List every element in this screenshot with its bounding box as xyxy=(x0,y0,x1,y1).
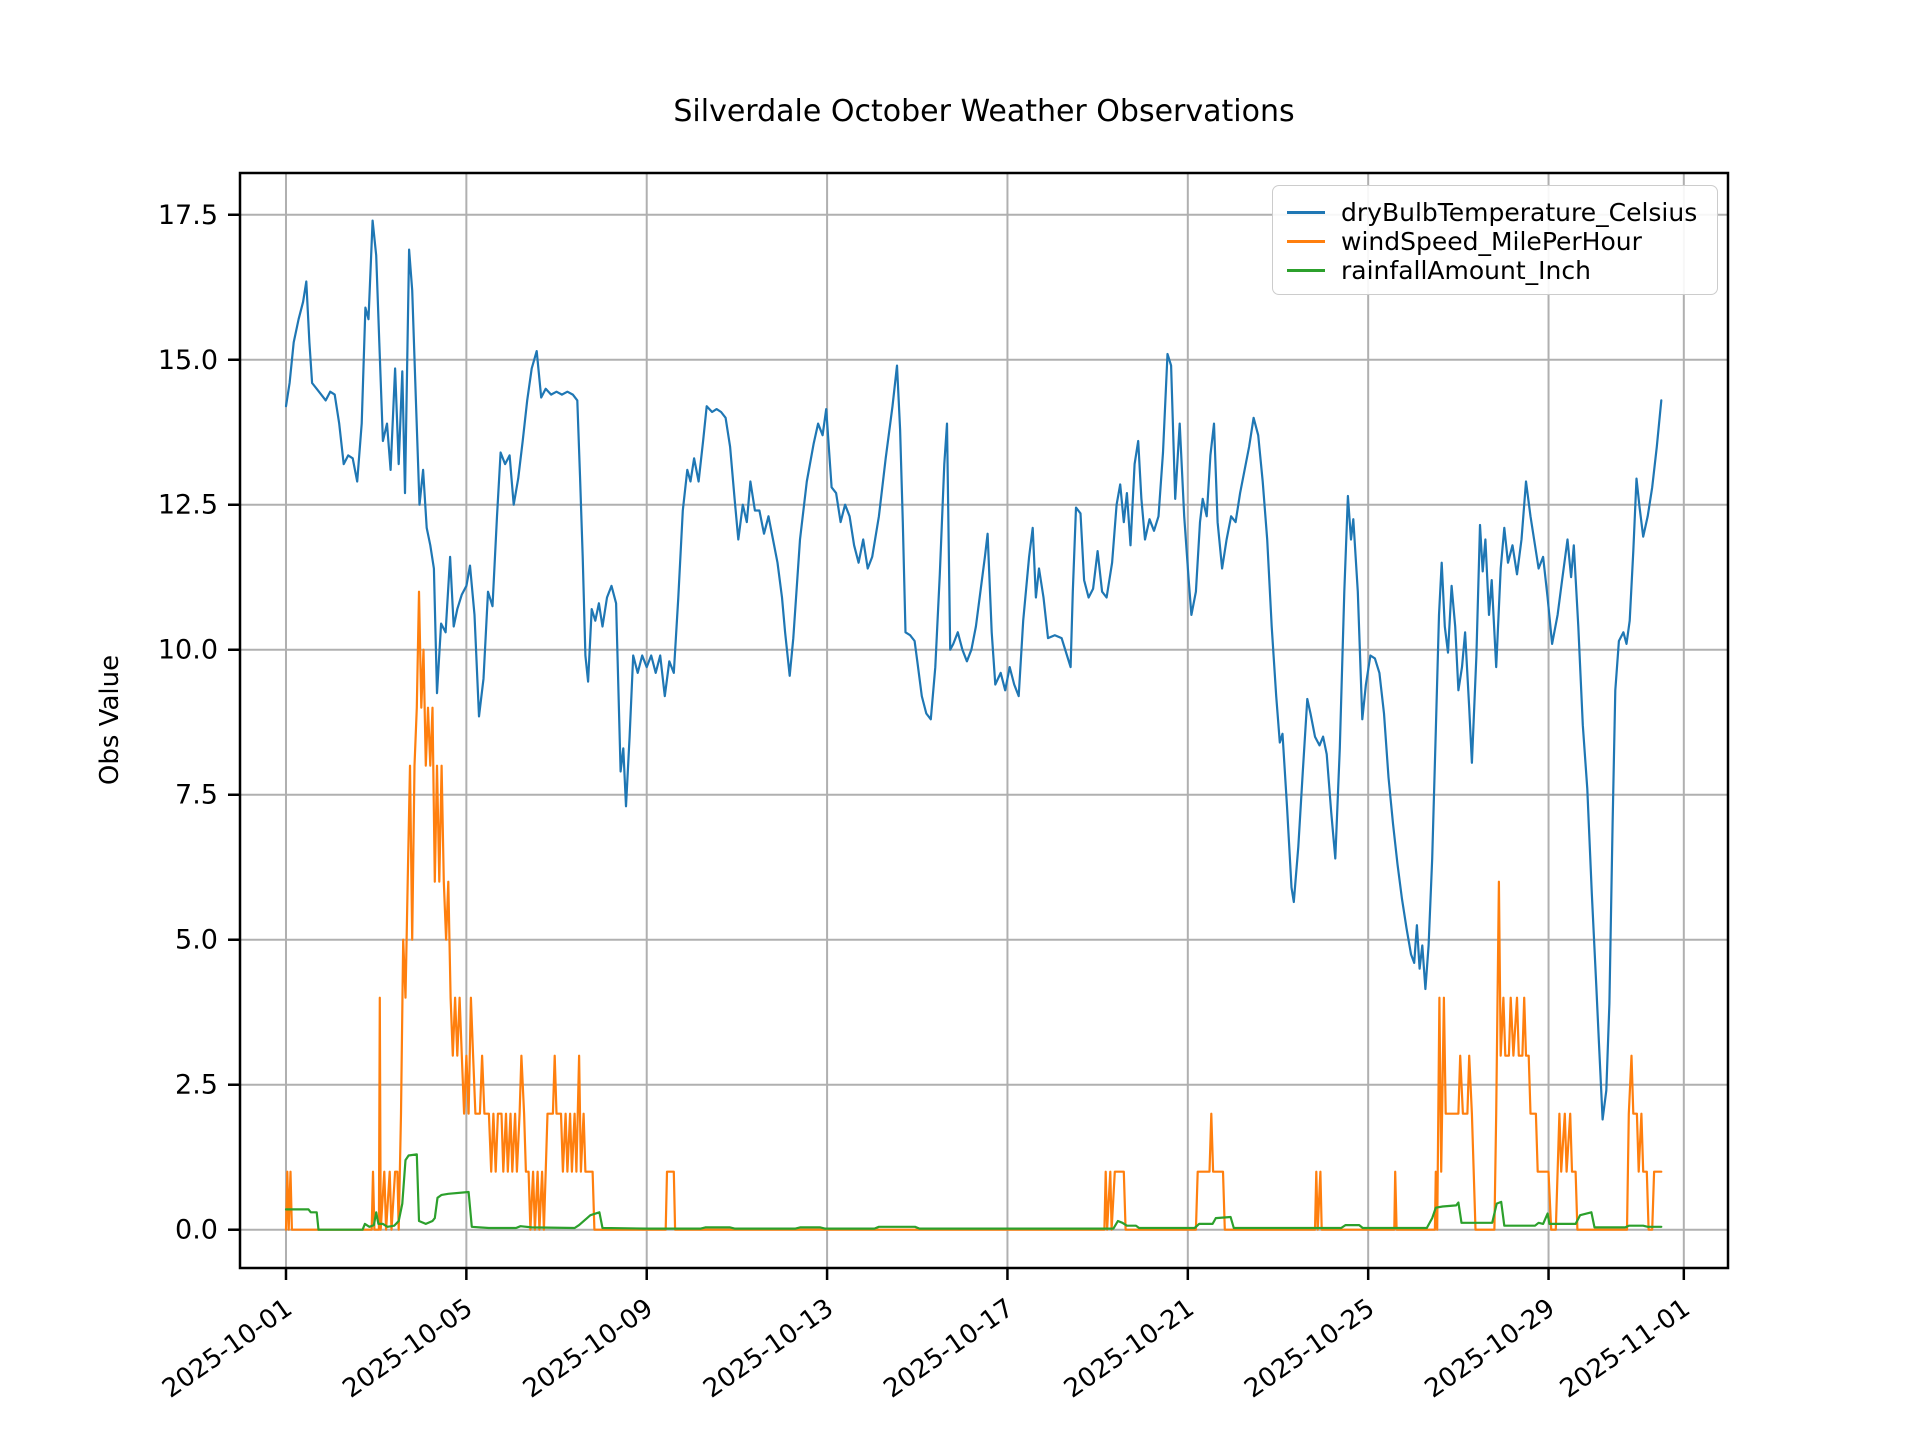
y-tick-label: 5.0 xyxy=(175,925,218,956)
temperature-line-swatch xyxy=(1287,211,1325,214)
legend-label-temperature: dryBulbTemperature_Celsius xyxy=(1341,198,1698,227)
y-tick-labels: 0.0 2.5 5.0 7.5 10.0 12.5 15.0 17.5 xyxy=(158,200,218,1246)
legend-label-wind-speed: windSpeed_MilePerHour xyxy=(1341,227,1642,256)
axis-tick-marks xyxy=(228,213,1686,1280)
x-tick-label: 2025-10-05 xyxy=(337,1293,478,1404)
y-tick-label: 12.5 xyxy=(158,490,218,521)
y-axis-label: Obs Value xyxy=(95,654,125,786)
rainfall-line-swatch xyxy=(1287,269,1325,272)
legend-item-rainfall: rainfallAmount_Inch xyxy=(1287,256,1699,285)
legend: dryBulbTemperature_Celsius windSpeed_Mil… xyxy=(1272,185,1718,295)
y-tick-label: 10.0 xyxy=(158,635,218,666)
x-tick-labels: 2025-10-01 2025-10-05 2025-10-09 2025-10-13… xyxy=(157,1293,1696,1404)
y-tick-label: 17.5 xyxy=(158,200,218,231)
y-tick-label: 2.5 xyxy=(175,1070,218,1101)
x-tick-label: 2025-11-01 xyxy=(1555,1293,1696,1404)
y-tick-label: 15.0 xyxy=(158,345,218,376)
grid-lines xyxy=(240,173,1728,1268)
chart-title: Silverdale October Weather Observations xyxy=(673,94,1295,129)
x-tick-label: 2025-10-25 xyxy=(1239,1293,1380,1404)
wind-speed-line xyxy=(284,590,1663,1231)
y-tick-label: 7.5 xyxy=(175,780,218,811)
y-tick-label: 0.0 xyxy=(175,1215,218,1246)
x-tick-label: 2025-10-09 xyxy=(518,1293,659,1404)
series-lines xyxy=(284,219,1663,1231)
axis-frame xyxy=(238,171,1730,1270)
wind-speed-line-swatch xyxy=(1287,240,1325,243)
rainfall-line xyxy=(284,1153,1663,1231)
legend-label-rainfall: rainfallAmount_Inch xyxy=(1341,256,1591,285)
x-tick-label: 2025-10-29 xyxy=(1420,1293,1561,1404)
legend-item-wind-speed: windSpeed_MilePerHour xyxy=(1287,227,1699,256)
x-tick-label: 2025-10-21 xyxy=(1059,1293,1200,1404)
temperature-line xyxy=(284,219,1663,1121)
x-tick-label: 2025-10-17 xyxy=(878,1293,1019,1404)
x-tick-label: 2025-10-13 xyxy=(698,1293,839,1404)
legend-item-temperature: dryBulbTemperature_Celsius xyxy=(1287,198,1699,227)
x-tick-label: 2025-10-01 xyxy=(157,1293,298,1404)
